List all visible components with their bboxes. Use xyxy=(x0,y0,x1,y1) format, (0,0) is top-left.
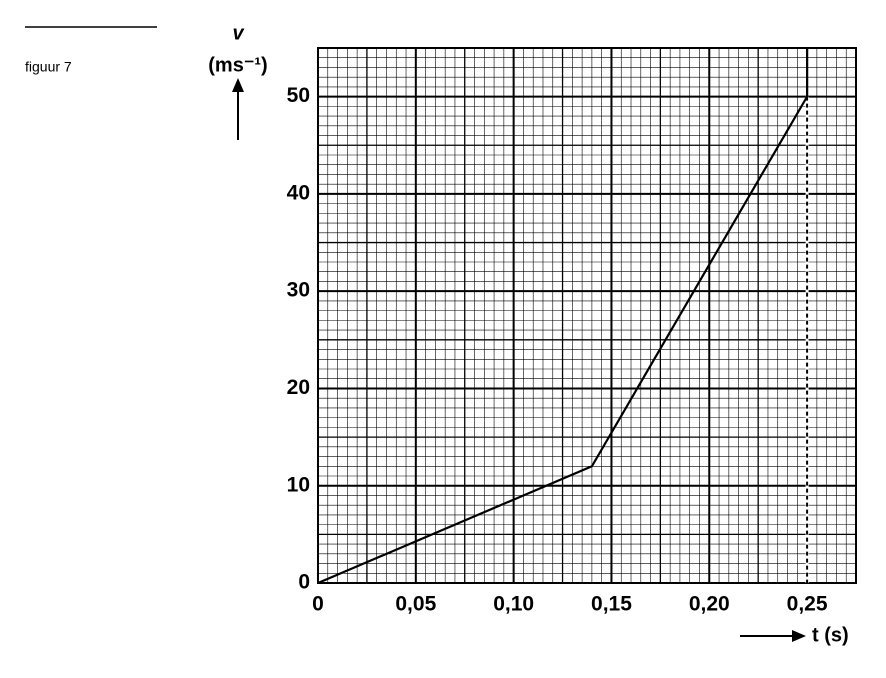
y-tick-label: 40 xyxy=(287,181,310,204)
x-tick-label: 0,10 xyxy=(493,593,534,616)
y-axis-label: v xyxy=(232,22,245,44)
x-tick-label: 0,20 xyxy=(689,593,730,616)
x-tick-label: 0,25 xyxy=(787,593,828,616)
x-tick-label: 0,15 xyxy=(591,593,632,616)
y-tick-label: 50 xyxy=(287,84,310,107)
figure-label: figuur 7 xyxy=(25,59,72,75)
x-arrow xyxy=(740,630,806,642)
data-line xyxy=(317,48,809,585)
x-axis-label: t (s) xyxy=(812,624,849,646)
y-tick-label: 20 xyxy=(287,376,310,399)
plot-frame xyxy=(317,47,857,584)
y-arrow xyxy=(232,78,244,140)
y-tick-label: 30 xyxy=(287,279,310,302)
x-tick-label: 0 xyxy=(312,593,324,616)
y-tick-label: 10 xyxy=(287,473,310,496)
y-tick-label: 0 xyxy=(298,571,310,594)
y-axis-unit: (ms⁻¹) xyxy=(208,54,267,76)
x-tick-label: 0,05 xyxy=(395,593,436,616)
